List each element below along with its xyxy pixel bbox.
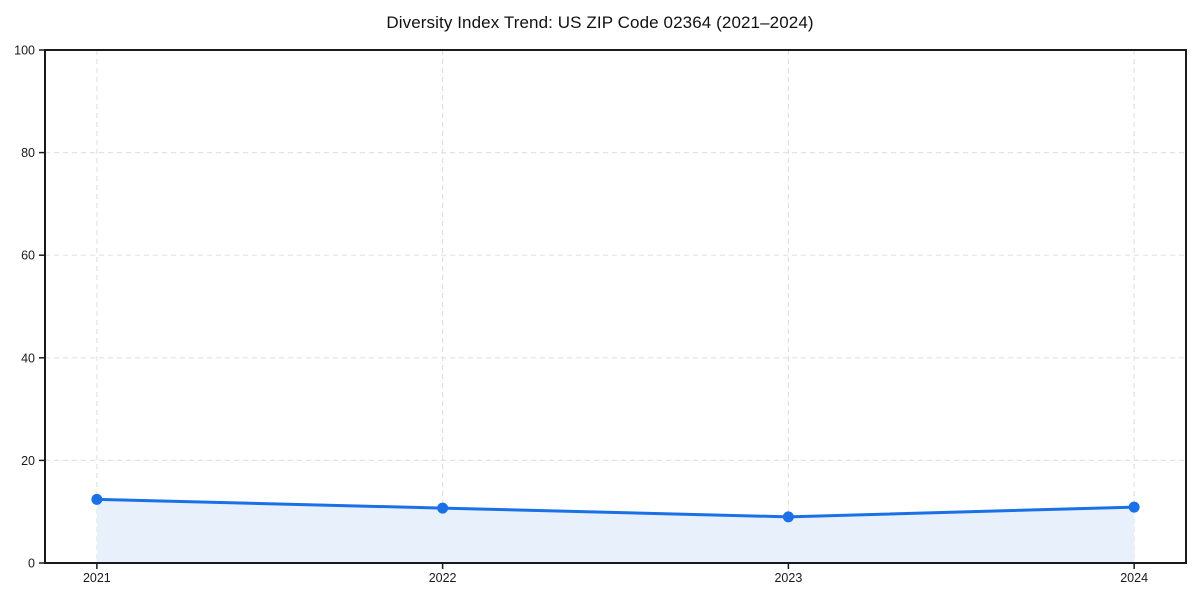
x-tick-label: 2023 [774,571,802,585]
y-tick-label: 40 [21,351,35,365]
data-point [1128,501,1140,513]
y-tick-label: 0 [28,557,35,571]
x-tick-label: 2024 [1120,571,1148,585]
y-tick-label: 80 [21,146,35,160]
x-tick-label: 2021 [83,571,111,585]
data-point [437,502,449,514]
area-fill [96,499,1135,563]
y-tick-label: 20 [21,454,35,468]
x-tick-label: 2022 [429,571,457,585]
data-point [91,493,103,505]
trend-line [95,497,1136,519]
y-tick-label: 100 [14,44,35,58]
y-tick-label: 60 [21,249,35,263]
chart-title: Diversity Index Trend: US ZIP Code 02364… [386,13,814,32]
data-point [782,511,794,523]
plot-border [44,49,1187,564]
